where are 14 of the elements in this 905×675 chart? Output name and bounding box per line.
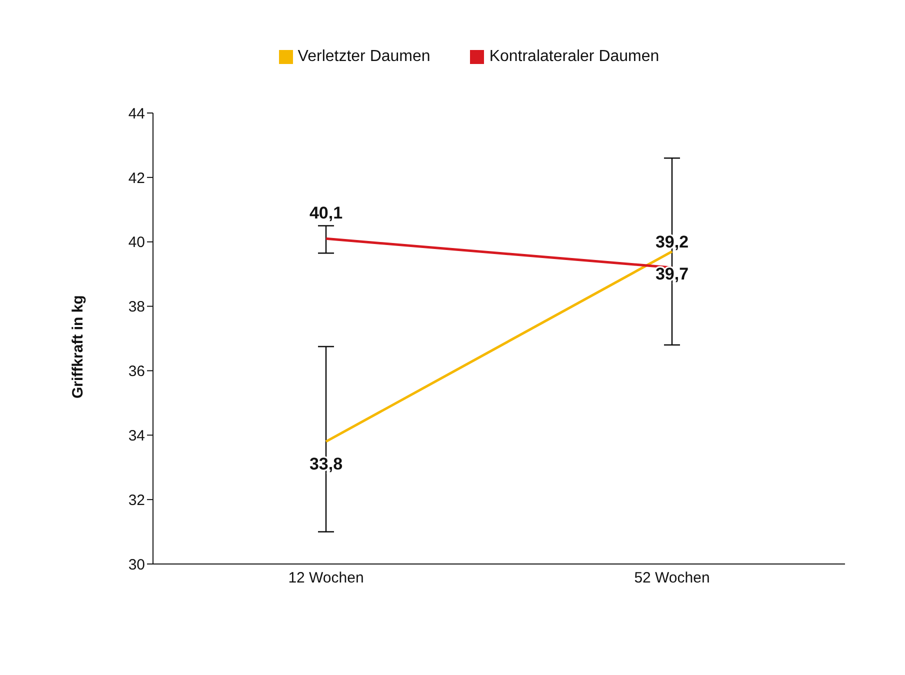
y-tick-label: 30 [128,556,145,574]
y-tick-label: 44 [128,105,145,122]
x-tick-label: 12 Wochen [288,570,364,587]
y-tick-label: 34 [128,427,145,444]
legend-label: Verletzter Daumen [296,48,430,66]
y-tick-label: 36 [128,363,145,380]
y-axis-title: Griffkraft in kg [69,295,86,398]
y-tick-label: 32 [128,492,145,509]
legend-label: Kontralateraler Daumen [488,48,660,66]
data-label: 40,1 [309,204,343,223]
y-tick-label: 40 [128,234,145,252]
y-tick-label: 42 [128,170,145,187]
x-tick-label: 52 Wochen [634,570,710,587]
y-tick-label: 38 [128,298,145,316]
